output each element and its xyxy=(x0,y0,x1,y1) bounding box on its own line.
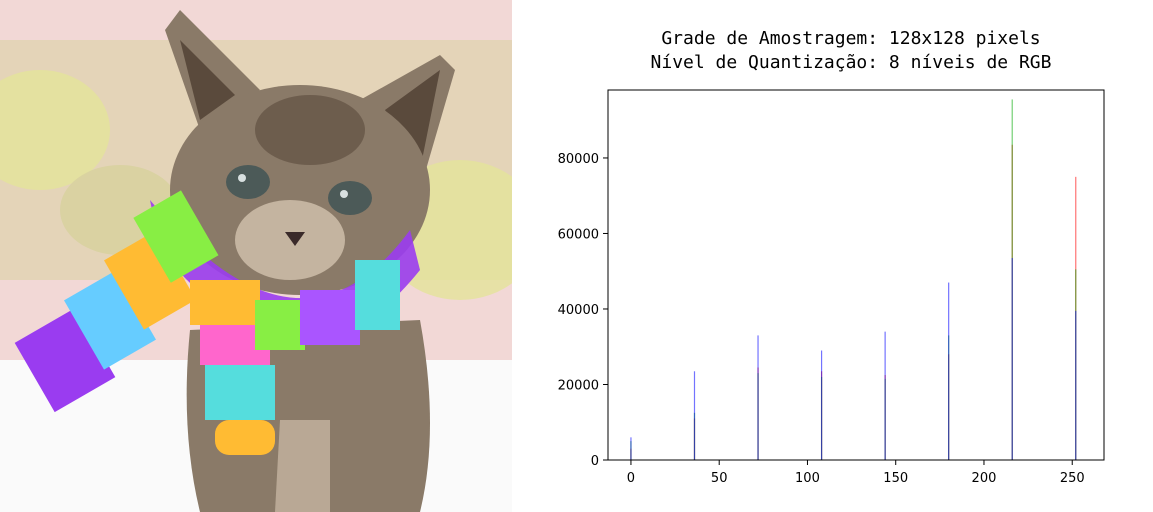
y-tick-label: 20000 xyxy=(558,378,599,393)
kitten-forehead-stripes xyxy=(255,95,365,165)
x-tick-label: 150 xyxy=(883,471,908,486)
scarf-band-stripe-1 xyxy=(190,280,260,325)
x-tick-label: 200 xyxy=(972,471,997,486)
scarf-tail-stripe-2 xyxy=(64,270,156,370)
background-blob-left xyxy=(0,70,110,190)
scarf-tail-stripe-3 xyxy=(104,230,196,330)
y-axis-ticks: 0 20000 40000 60000 80000 xyxy=(558,152,608,469)
histogram-bar xyxy=(630,437,632,460)
y-tick-label: 0 xyxy=(591,454,599,469)
chart-title-line-2: Nível de Quantização: 8 níveis de RGB xyxy=(651,52,1052,73)
histogram-bar xyxy=(693,371,696,460)
x-tick-label: 50 xyxy=(711,471,728,486)
kitten-eye-left xyxy=(226,165,270,199)
kitten-eye-left-glint xyxy=(238,174,246,182)
scarf-hang-stripe-2 xyxy=(205,365,275,420)
kitten-image xyxy=(0,0,512,512)
x-tick-label: 250 xyxy=(1060,471,1085,486)
rgb-histogram-chart: Grade de Amostragem: 128x128 pixels Níve… xyxy=(558,28,1105,486)
kitten-eye-right xyxy=(328,181,372,215)
y-tick-label: 80000 xyxy=(558,152,599,167)
scarf-band-stripe-3 xyxy=(300,290,360,345)
x-tick-label: 100 xyxy=(795,471,820,486)
kitten-leg-left xyxy=(275,420,330,512)
chart-title-line-1: Grade de Amostragem: 128x128 pixels xyxy=(661,28,1040,49)
kitten-head xyxy=(170,85,430,295)
histogram-bar xyxy=(1075,310,1077,460)
histogram-bar xyxy=(1011,258,1013,460)
y-tick-label: 40000 xyxy=(558,303,599,318)
scarf-band-stripe-4 xyxy=(355,260,400,330)
histogram-bar xyxy=(948,282,950,460)
scarf-tail-stripe-4 xyxy=(133,190,219,283)
scarf-hang-stripe-3 xyxy=(215,420,275,455)
x-tick-label: 0 xyxy=(627,471,635,486)
kitten-muzzle xyxy=(235,200,345,280)
kitten-photo-icon xyxy=(0,0,512,512)
kitten-nose xyxy=(285,232,305,246)
plot-frame xyxy=(607,89,1105,461)
histogram-bar xyxy=(884,331,886,460)
y-tick-label: 60000 xyxy=(558,227,599,242)
kitten-eye-right-glint xyxy=(340,190,348,198)
kitten-ear-right-inner xyxy=(385,70,440,170)
histogram-bar xyxy=(757,335,759,460)
histogram-bars xyxy=(630,99,1077,460)
histogram-bar xyxy=(820,350,823,460)
kitten-ear-left-inner xyxy=(180,40,235,120)
x-axis-ticks: 0 50 100 150 200 250 xyxy=(627,460,1085,486)
scarf-band-stripe-2 xyxy=(255,300,305,350)
